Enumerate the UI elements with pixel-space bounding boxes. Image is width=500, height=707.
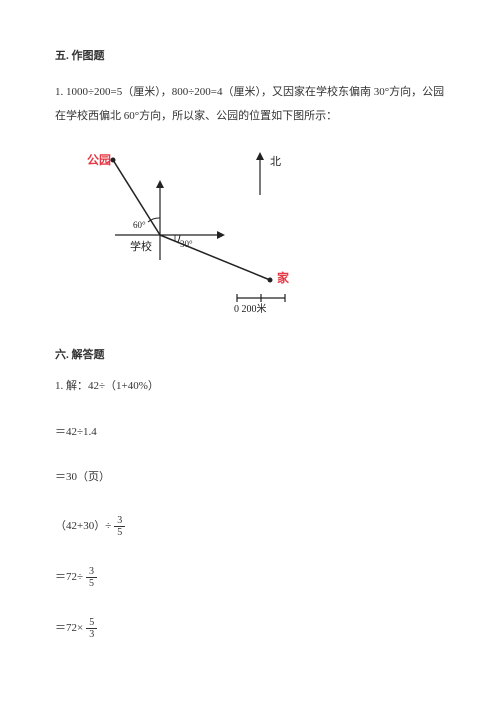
fraction-prefix: （42+30）÷ [55, 520, 111, 532]
home-label: 家 [277, 270, 290, 285]
angle-30: 30° [180, 239, 193, 249]
scale-label: 0 200米 [234, 302, 267, 315]
fraction: 53 [86, 617, 97, 640]
location-diagram: 北 公园 家 60° 30° 学校 0 200米 [85, 140, 445, 327]
fraction-line: （42+30）÷35 [55, 515, 445, 538]
fraction-prefix: ＝72× [55, 622, 83, 634]
north-label: 北 [270, 155, 281, 168]
fraction: 35 [114, 515, 125, 538]
fraction-prefix: ＝72÷ [55, 571, 83, 583]
fraction-line: ＝72÷35 [55, 566, 445, 589]
answer-line: ＝30（页） [55, 469, 445, 487]
answer-line: 1. 解：42÷（1+40%） [55, 378, 445, 396]
park-label: 公园 [87, 153, 111, 167]
section6-title: 六. 解答题 [55, 347, 445, 365]
answer-line: ＝42÷1.4 [55, 424, 445, 442]
fraction-line: ＝72×53 [55, 617, 445, 640]
section5-title: 五. 作图题 [55, 48, 445, 66]
school-label: 学校 [130, 239, 152, 253]
angle-60: 60° [133, 220, 146, 230]
problem1-text: 1. 1000÷200=5（厘米），800÷200=4（厘米），又因家在学校东偏… [55, 80, 445, 128]
fraction: 35 [86, 566, 97, 589]
